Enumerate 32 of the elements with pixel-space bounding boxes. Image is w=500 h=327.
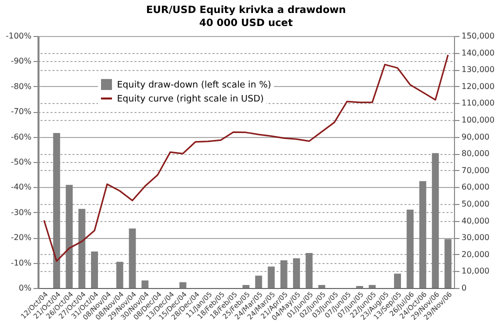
legend-label: Equity curve (right scale in USD)	[117, 94, 264, 104]
y2-tick-label: 70,000	[462, 166, 490, 175]
y-tick-label: -60%	[10, 132, 32, 142]
y-tick-label: -50%	[10, 158, 32, 166]
y2-tick-label: 60,000	[462, 182, 490, 192]
y-tick-label: -80%	[10, 82, 32, 91]
y2-tick-label: 90,000	[462, 132, 490, 142]
y2-tick-label: 20,000	[462, 250, 490, 259]
y-tick-label: -20%	[10, 233, 32, 242]
y2-tick-label: 30,000	[462, 233, 490, 242]
y2-tick-label: 80,000	[462, 149, 490, 158]
y2-tick-label: 110,000	[462, 98, 495, 108]
y-tick-label: -10%	[10, 258, 32, 268]
y-tick-label: -100%	[6, 32, 32, 40]
y2-tick-label: 130,000	[462, 65, 495, 74]
y2-tick-label: 150,000	[462, 32, 495, 40]
legend-label: Equity draw-down (left scale in %)	[117, 80, 272, 90]
y-tick-label: -30%	[10, 208, 32, 217]
chart-subtitle: 40 000 USD ucet	[199, 18, 293, 29]
y-tick-label: 0%	[18, 284, 32, 292]
line-series	[43, 54, 449, 262]
y2-tick-label: 100,000	[462, 116, 495, 124]
y2-tick-label: 120,000	[462, 82, 495, 91]
y-tick-label: -70%	[10, 107, 32, 116]
y-tick-label: -90%	[10, 56, 32, 66]
y2-tick-label: 50,000	[462, 200, 490, 208]
y2-tick-label: 140,000	[462, 48, 495, 58]
y2-tick-label: 0	[462, 284, 467, 292]
y2-tick-label: 40,000	[462, 216, 490, 226]
y-tick-label: -40%	[10, 182, 32, 192]
y2-tick-label: 10,000	[462, 266, 490, 276]
chart-title: EUR/USD Equity krivka a drawdown	[146, 5, 346, 16]
